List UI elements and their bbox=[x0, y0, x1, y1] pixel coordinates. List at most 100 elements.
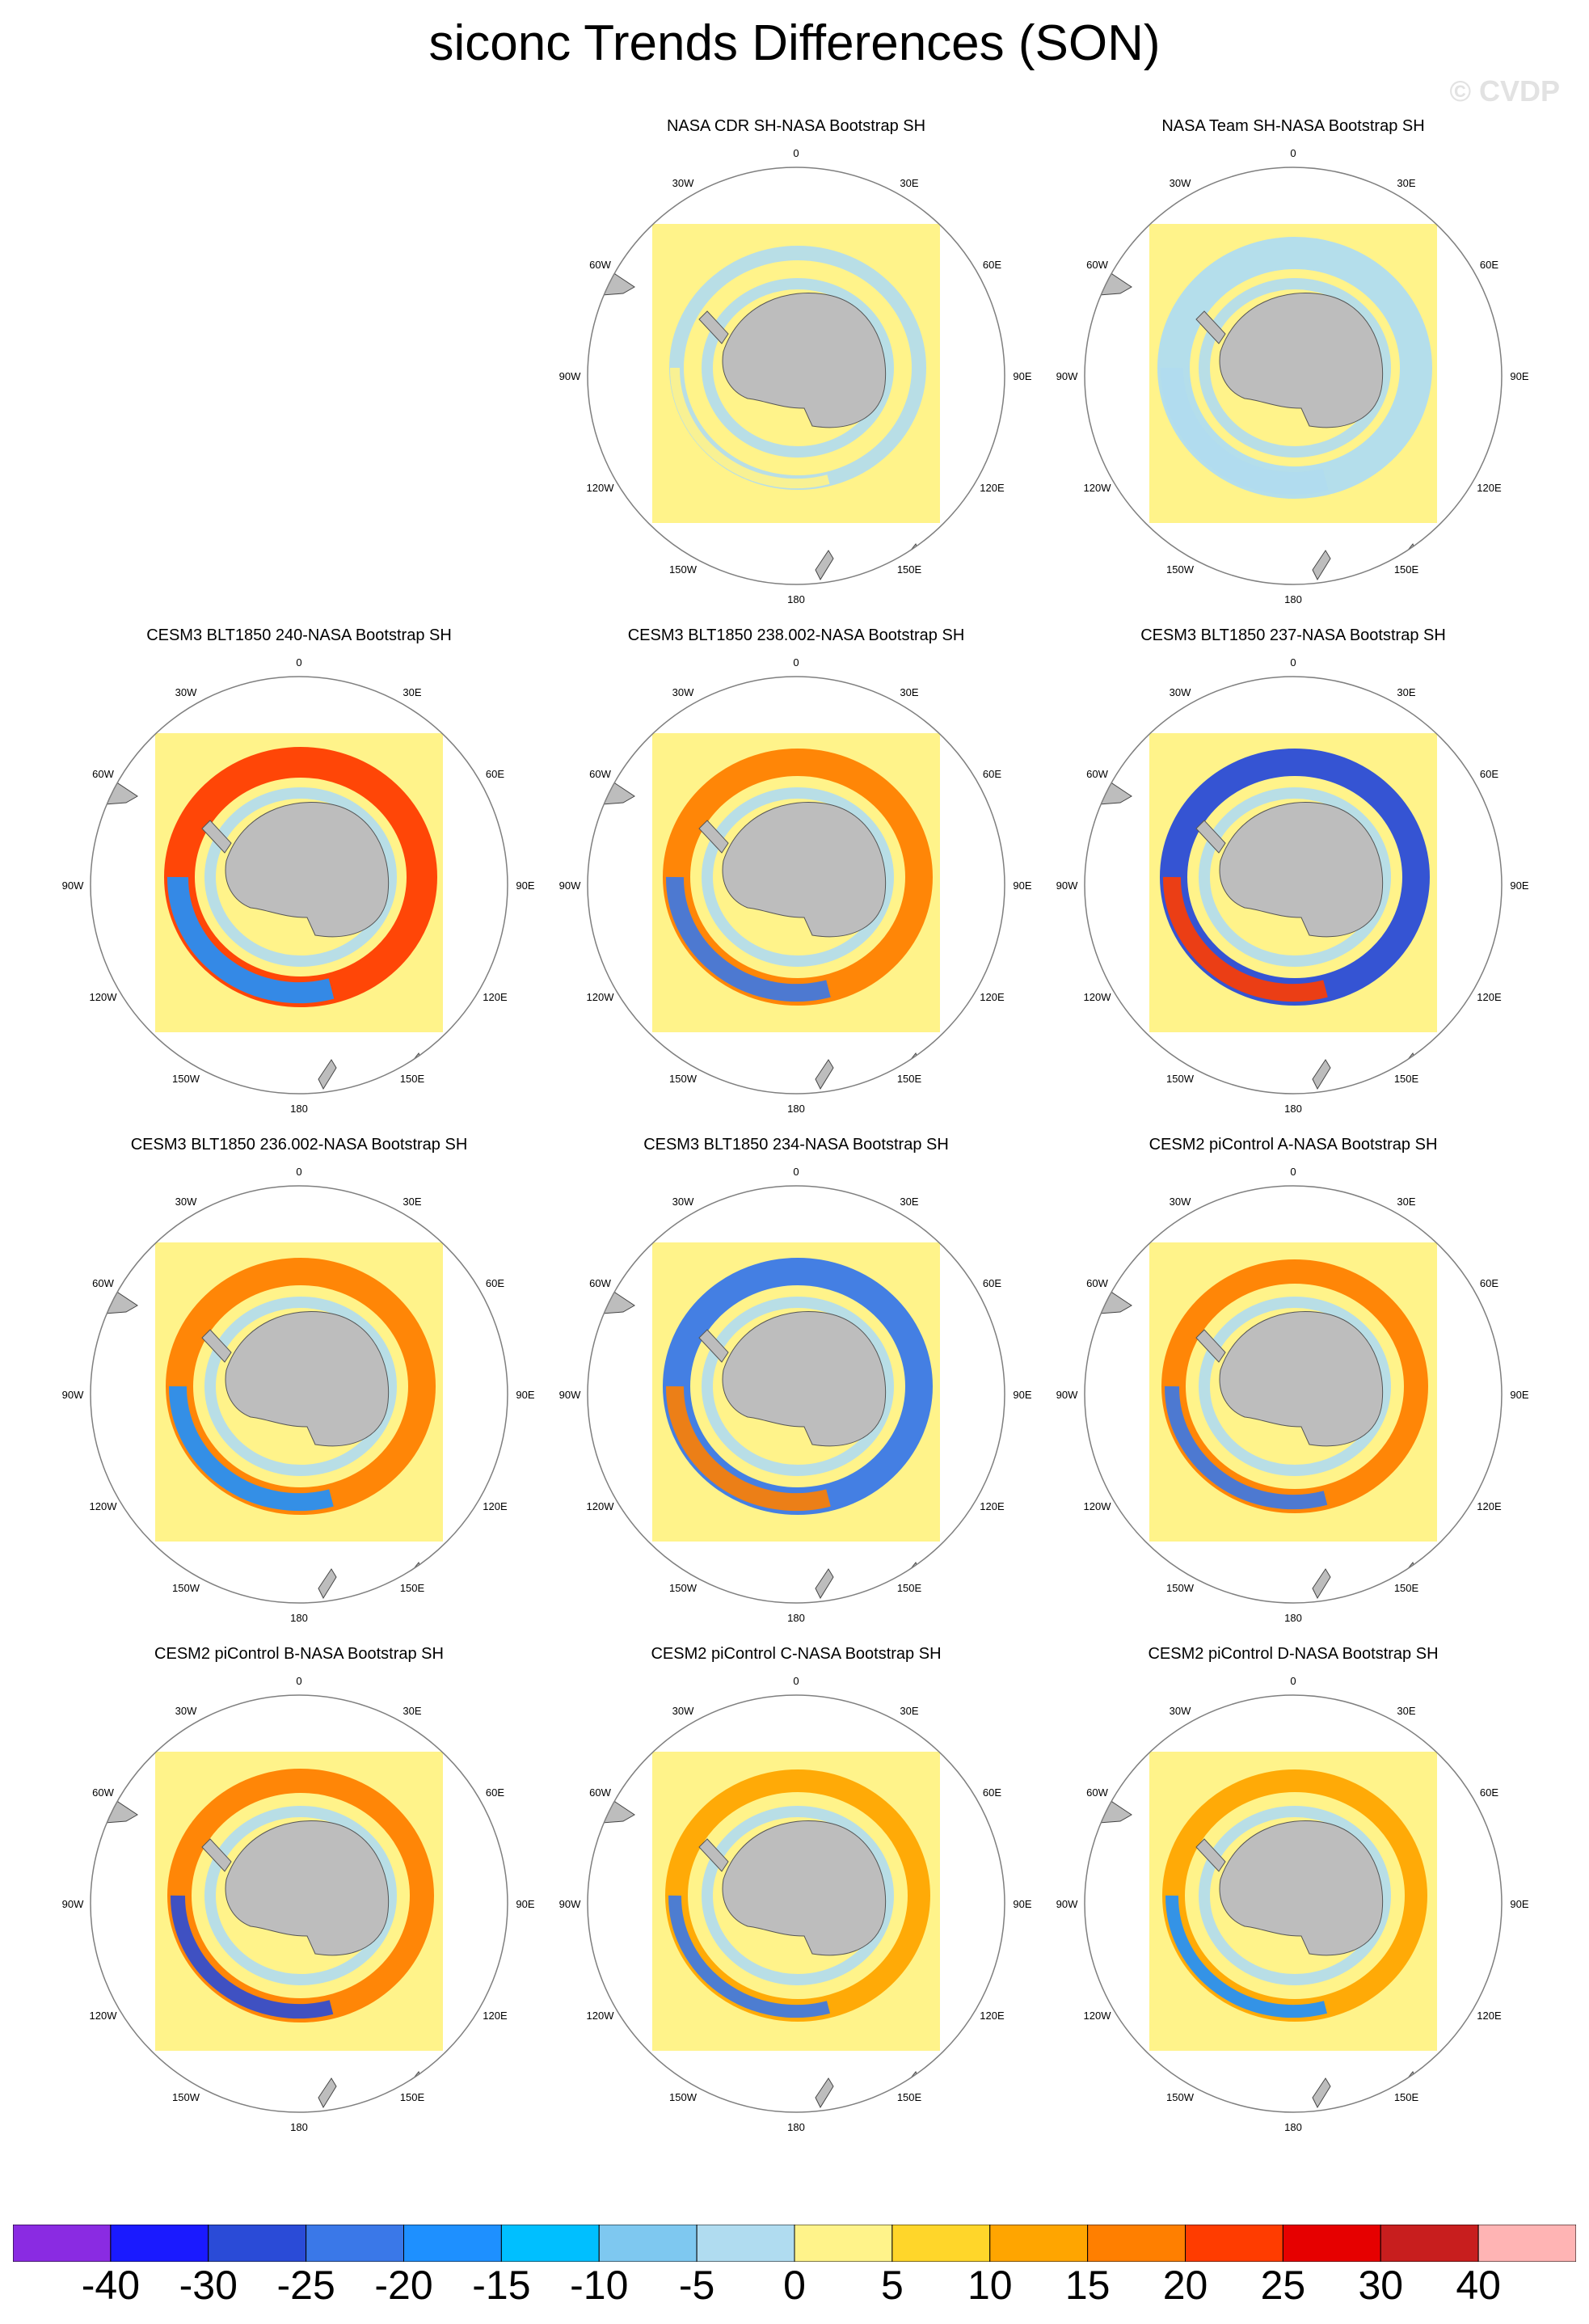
longitude-label: 180 bbox=[1284, 593, 1302, 605]
anomaly-ring-segment bbox=[665, 876, 831, 1002]
colorbar-swatch bbox=[13, 2225, 112, 2262]
panel-title: CESM2 piControl A-NASA Bootstrap SH bbox=[1149, 1136, 1438, 1154]
polar-map: 0 30E 60E 90E 120E 150E 180 150W 120W 90W 60W 30W bbox=[1056, 147, 1529, 605]
tasmania-landmass bbox=[908, 1052, 920, 1069]
longitude-label: 90W bbox=[62, 1389, 84, 1401]
map-border bbox=[587, 167, 1005, 585]
map-border bbox=[1084, 167, 1503, 585]
longitude-label: 180 bbox=[1284, 2121, 1302, 2133]
longitude-label: 0 bbox=[1290, 1166, 1296, 1178]
longitude-label: 30E bbox=[1397, 686, 1415, 698]
longitude-label: 90W bbox=[1056, 1389, 1078, 1401]
longitude-label: 150E bbox=[400, 1073, 425, 1085]
antarctica-landmass bbox=[722, 802, 887, 938]
longitude-label: 60E bbox=[1480, 1277, 1498, 1289]
new-zealand-landmass bbox=[815, 1059, 834, 1090]
longitude-label: 60E bbox=[1480, 259, 1498, 271]
anomaly-ring-segment bbox=[1165, 1895, 1328, 2018]
map-border bbox=[90, 1185, 508, 1604]
longitude-label: 60W bbox=[1086, 768, 1108, 780]
longitude-label: 60E bbox=[983, 1786, 1001, 1799]
antarctica-landmass bbox=[722, 293, 887, 428]
tasmania-landmass bbox=[1406, 1562, 1417, 1578]
anomaly-ring-segment bbox=[168, 1386, 334, 1512]
antarctic-peninsula bbox=[698, 1838, 729, 1872]
polar-map: 0 30E 60E 90E 120E 150E 180 150W 120W 90W 60W 30W bbox=[62, 656, 535, 1115]
longitude-label: 30E bbox=[403, 1196, 421, 1208]
longitude-label: 150E bbox=[897, 1073, 922, 1085]
antarctic-peninsula bbox=[1195, 310, 1226, 344]
anomaly-ring-segment bbox=[668, 1895, 831, 2018]
longitude-label: 150E bbox=[400, 2091, 425, 2103]
longitude-label: 120E bbox=[980, 991, 1005, 1003]
longitude-label: 90W bbox=[559, 370, 581, 382]
longitude-label: 150W bbox=[172, 1582, 200, 1594]
map-panel: CESM2 piControl D-NASA Bootstrap SH 0 30E 6… bbox=[1043, 1645, 1544, 2154]
inner-ring bbox=[1199, 787, 1391, 967]
longitude-label: 150E bbox=[897, 563, 922, 576]
longitude-label: 90E bbox=[1013, 1898, 1031, 1910]
longitude-label: 90W bbox=[559, 1898, 581, 1910]
longitude-label: 150E bbox=[1394, 1582, 1419, 1594]
longitude-label: 30W bbox=[1170, 1705, 1191, 1717]
tasmania-landmass bbox=[1406, 2071, 1417, 2087]
longitude-label: 180 bbox=[290, 1103, 308, 1115]
inner-ring bbox=[702, 1806, 894, 1985]
polar-map: 0 30E 60E 90E 120E 150E 180 150W 120W 90W 60W 30W bbox=[62, 1675, 535, 2133]
colorbar-swatch bbox=[989, 2225, 1089, 2262]
longitude-label: 60E bbox=[1480, 1786, 1498, 1799]
longitude-label: 150W bbox=[669, 563, 698, 576]
longitude-label: 150E bbox=[400, 1582, 425, 1594]
antarctica-landmass bbox=[722, 1311, 887, 1447]
longitude-label: 180 bbox=[787, 2121, 805, 2133]
inner-ring bbox=[702, 278, 894, 458]
antarctic-peninsula bbox=[698, 310, 729, 344]
longitude-label: 90E bbox=[1013, 370, 1031, 382]
longitude-label: 90W bbox=[1056, 1898, 1078, 1910]
longitude-label: 120W bbox=[1084, 2010, 1112, 2022]
longitude-label: 60E bbox=[486, 1786, 504, 1799]
colorbar bbox=[13, 2225, 1576, 2262]
antarctic-peninsula bbox=[698, 820, 729, 854]
cvdp-watermark: © CVDP bbox=[1449, 74, 1560, 108]
longitude-label: 0 bbox=[296, 1166, 301, 1178]
map-border bbox=[1084, 1185, 1503, 1604]
antarctica-landmass bbox=[225, 802, 390, 938]
longitude-label: 30E bbox=[900, 177, 918, 189]
map-panel: CESM3 BLT1850 234-NASA Bootstrap SH 0 30E 6… bbox=[546, 1136, 1047, 1645]
antarctic-peninsula bbox=[1195, 1838, 1226, 1872]
new-zealand-landmass bbox=[815, 2077, 834, 2109]
colorbar-tick-label: -25 bbox=[276, 2263, 335, 2308]
longitude-label: 30W bbox=[672, 686, 694, 698]
colorbar-swatch bbox=[306, 2225, 404, 2262]
colorbar-swatch bbox=[110, 2225, 209, 2262]
colorbar-swatch bbox=[891, 2225, 991, 2262]
longitude-label: 120W bbox=[587, 2010, 615, 2022]
longitude-label: 120E bbox=[483, 1500, 508, 1512]
longitude-label: 90E bbox=[516, 1389, 534, 1401]
polar-map: 0 30E 60E 90E 120E 150E 180 150W 120W 90W 60W 30W bbox=[559, 656, 1032, 1115]
longitude-label: 120E bbox=[980, 1500, 1005, 1512]
new-zealand-landmass bbox=[1312, 1568, 1331, 1600]
longitude-label: 60W bbox=[1086, 259, 1108, 271]
longitude-label: 30W bbox=[1170, 177, 1191, 189]
longitude-label: 150W bbox=[172, 2091, 200, 2103]
longitude-label: 150E bbox=[1394, 1073, 1419, 1085]
map-panel: CESM2 piControl A-NASA Bootstrap SH 0 30E 6… bbox=[1043, 1136, 1544, 1645]
longitude-label: 60E bbox=[983, 259, 1001, 271]
longitude-label: 120E bbox=[1477, 2010, 1502, 2022]
colorbar-swatch bbox=[403, 2225, 502, 2262]
anomaly-ring-segment bbox=[1162, 876, 1328, 1002]
longitude-label: 30W bbox=[1170, 1196, 1191, 1208]
longitude-label: 150W bbox=[669, 1582, 698, 1594]
map-border bbox=[90, 676, 508, 1095]
longitude-label: 30E bbox=[1397, 177, 1415, 189]
longitude-label: 90E bbox=[1510, 370, 1528, 382]
longitude-label: 120W bbox=[1084, 991, 1112, 1003]
map-border bbox=[587, 1185, 1005, 1604]
longitude-label: 90E bbox=[1013, 879, 1031, 892]
tasmania-landmass bbox=[411, 1562, 423, 1578]
longitude-label: 30W bbox=[175, 1196, 197, 1208]
longitude-label: 120W bbox=[90, 991, 118, 1003]
polar-map: 0 30E 60E 90E 120E 150E 180 150W 120W 90W 60W 30W bbox=[559, 147, 1032, 605]
